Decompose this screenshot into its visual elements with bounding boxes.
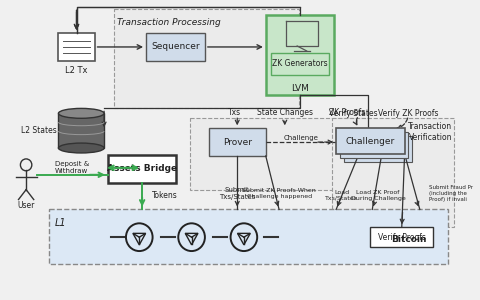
Text: Bitcoin: Bitcoin	[391, 235, 427, 244]
Text: Tokens: Tokens	[152, 191, 178, 200]
Text: Challenge: Challenge	[284, 135, 318, 141]
Bar	[59, 113, 104, 148]
Bar	[371, 227, 433, 247]
Bar	[209, 128, 266, 156]
Text: Transaction
Verification: Transaction Verification	[408, 122, 452, 142]
Text: Transaction Processing: Transaction Processing	[118, 18, 221, 27]
Text: L2 States: L2 States	[21, 126, 57, 135]
Text: State Changes: State Changes	[257, 108, 313, 117]
Bar	[108, 155, 176, 183]
Bar	[190, 118, 367, 190]
Text: L2 Tx: L2 Tx	[65, 66, 88, 75]
Text: Sequencer: Sequencer	[151, 43, 200, 52]
Text: Submit Fraud Pr
(including the
Proof) if invali: Submit Fraud Pr (including the Proof) if…	[429, 185, 473, 202]
Text: L1: L1	[55, 218, 66, 228]
Text: Challenger: Challenger	[346, 136, 395, 146]
Bar	[59, 33, 95, 61]
Text: User: User	[17, 201, 35, 210]
Text: Assets Bridge: Assets Bridge	[107, 164, 177, 173]
Bar	[336, 128, 405, 154]
Bar	[332, 118, 454, 227]
Text: Submit
Txs/States: Submit Txs/States	[219, 187, 255, 200]
Text: ZK Proofs: ZK Proofs	[328, 108, 365, 117]
Text: Verify Proofs: Verify Proofs	[378, 233, 426, 242]
Text: Prover: Prover	[223, 138, 252, 147]
Bar	[266, 15, 334, 94]
Text: Verify States: Verify States	[329, 109, 378, 118]
Text: LVM: LVM	[291, 84, 309, 93]
Bar	[271, 53, 329, 75]
Ellipse shape	[59, 143, 104, 153]
Text: Verify ZK Proofs: Verify ZK Proofs	[378, 109, 439, 118]
Bar	[340, 132, 408, 158]
Ellipse shape	[59, 108, 104, 118]
Text: Deposit &
Withdraw: Deposit & Withdraw	[55, 161, 89, 174]
Bar	[114, 9, 299, 108]
Text: Load ZK Proof
During Challenge: Load ZK Proof During Challenge	[350, 190, 405, 201]
Bar	[49, 209, 448, 264]
Bar	[146, 33, 205, 61]
Text: Txs: Txs	[228, 108, 241, 117]
Text: Submit ZK Proofs When
Challenge happened: Submit ZK Proofs When Challenge happened	[242, 188, 316, 199]
Text: Load
Txs/States: Load Txs/States	[325, 190, 358, 201]
Bar	[344, 136, 412, 162]
Text: ZK Generators: ZK Generators	[272, 59, 328, 68]
